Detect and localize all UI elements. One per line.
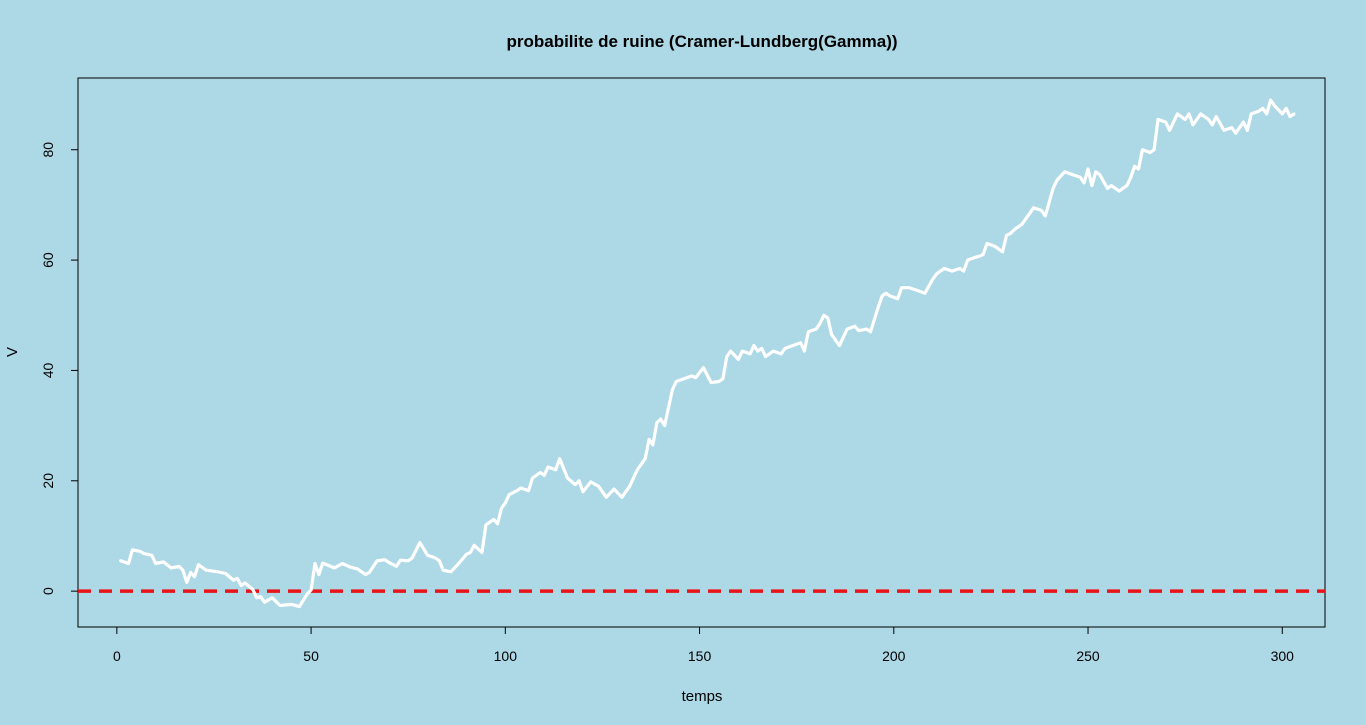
x-tick-label: 50 [303, 648, 319, 664]
x-tick-label: 250 [1076, 648, 1100, 664]
y-axis: 0 20 40 60 80 [40, 142, 79, 595]
y-tick-label: 60 [40, 252, 56, 268]
x-axis: 0 50 100 150 200 250 300 [113, 626, 1295, 664]
y-tick-label: 20 [40, 473, 56, 489]
y-tick-label: 40 [40, 362, 56, 378]
x-axis-label: temps [682, 688, 723, 705]
x-tick-label: 200 [882, 648, 906, 664]
x-tick-label: 0 [113, 648, 121, 664]
x-tick-label: 100 [494, 648, 518, 664]
y-tick-label: 80 [40, 142, 56, 158]
x-tick-label: 300 [1271, 648, 1295, 664]
x-tick-label: 150 [688, 648, 712, 664]
plot-frame [77, 77, 1326, 628]
y-axis-label: V [4, 347, 21, 357]
y-tick-label: 0 [40, 587, 56, 595]
surplus-series-line [119, 98, 1296, 609]
chart-title: probabilite de ruine (Cramer-Lundberg(Ga… [506, 32, 897, 51]
